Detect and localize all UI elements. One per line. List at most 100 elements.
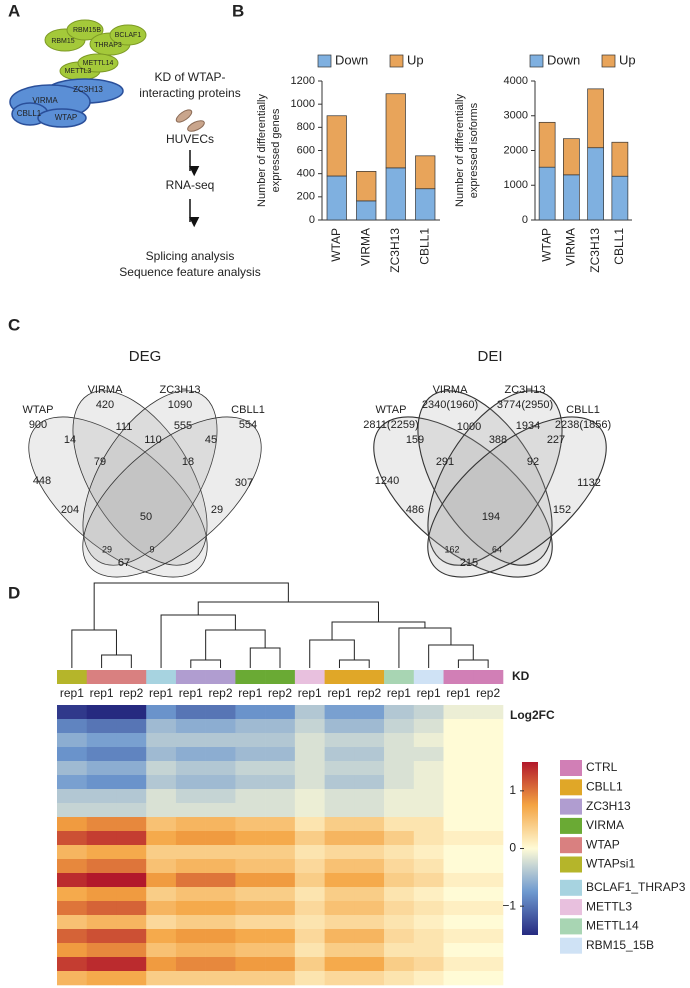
heatmap-cell	[116, 971, 147, 986]
y-axis-label: expressed genes	[270, 108, 282, 192]
heatmap-cell	[384, 901, 415, 916]
heatmap-cell	[235, 901, 266, 916]
heatmap-cell	[413, 901, 444, 916]
heatmap-cell	[146, 887, 177, 902]
heatmap-cell	[443, 943, 474, 958]
heatmap-cell	[146, 803, 177, 818]
kd-color-bar	[443, 670, 474, 684]
heatmap-cell	[265, 733, 296, 748]
heatmap-cell	[265, 929, 296, 944]
heatmap-cell	[443, 859, 474, 874]
x-tick-label: CBLL1	[417, 228, 431, 265]
heatmap-cell	[265, 943, 296, 958]
column-label: rep1	[179, 686, 203, 700]
heatmap-cell	[57, 845, 88, 860]
heatmap-cell	[235, 859, 266, 874]
heatmap-cell	[324, 761, 355, 776]
heatmap-cell	[443, 915, 474, 930]
protein-label: WTAP	[55, 113, 78, 122]
heatmap-cell	[86, 733, 117, 748]
heatmap-cell	[146, 901, 177, 916]
heatmap-cell	[146, 929, 177, 944]
heatmap-cell	[116, 705, 147, 720]
legend-swatch	[317, 54, 332, 68]
legend-label: WTAP	[586, 837, 620, 851]
protein-label: METTL3	[65, 68, 92, 75]
heatmap-cell	[473, 719, 504, 734]
heatmap-cell	[205, 775, 236, 790]
heatmap-cell	[294, 761, 325, 776]
column-label: rep2	[357, 686, 381, 700]
heatmap-cell	[384, 845, 415, 860]
heatmap-cell	[235, 887, 266, 902]
heatmap-cell	[324, 929, 355, 944]
panel-label: A	[8, 1, 20, 20]
heatmap-cell	[205, 873, 236, 888]
heatmap-cell	[294, 789, 325, 804]
bar-segment	[415, 155, 436, 190]
step-text: Sequence feature analysis	[119, 265, 260, 279]
heatmap-cell	[294, 887, 325, 902]
heatmap-cell	[235, 775, 266, 790]
legend-swatch	[560, 918, 582, 935]
bar-segment	[356, 171, 377, 202]
heatmap-cell	[146, 873, 177, 888]
heatmap-cell	[384, 859, 415, 874]
heatmap-cell	[294, 831, 325, 846]
heatmap-cell	[324, 719, 355, 734]
heatmap-cell	[354, 887, 385, 902]
heatmap-cell	[384, 873, 415, 888]
heatmap-cell	[205, 831, 236, 846]
heatmap-cell	[205, 733, 236, 748]
legend-label: CBLL1	[586, 779, 623, 793]
heatmap-cell	[175, 845, 206, 860]
kd-color-bar	[235, 670, 266, 684]
dendrogram-branch	[71, 629, 117, 668]
step-text: RNA-seq	[166, 178, 215, 192]
heatmap-cell	[413, 859, 444, 874]
legend-label: METTL14	[586, 919, 639, 933]
y-tick-label: 3000	[504, 110, 528, 122]
heatmap-cell	[324, 887, 355, 902]
heatmap-cell	[443, 831, 474, 846]
protein-label: CBLL1	[17, 109, 42, 118]
heatmap-cell	[235, 789, 266, 804]
heatmap-cell	[235, 971, 266, 986]
heatmap-cell	[86, 859, 117, 874]
heatmap-cell	[205, 971, 236, 986]
heatmap-cell	[235, 705, 266, 720]
kd-color-bar	[265, 670, 296, 684]
region-count: 50	[140, 511, 152, 523]
heatmap-cell	[205, 957, 236, 972]
bar-segment	[326, 175, 347, 221]
protein-label: ZC3H13	[73, 85, 103, 94]
region-count: 67	[118, 557, 130, 569]
heatmap-cell	[235, 943, 266, 958]
heatmap-cell	[413, 943, 444, 958]
x-tick-label: ZC3H13	[588, 228, 602, 273]
column-label: rep1	[417, 686, 441, 700]
heatmap-cell	[443, 761, 474, 776]
y-tick-label: 600	[297, 144, 315, 156]
heatmap-cell	[57, 817, 88, 832]
legend-swatch	[560, 879, 582, 896]
heatmap-cell	[384, 971, 415, 986]
region-count: 92	[527, 456, 539, 468]
heatmap-cell	[354, 901, 385, 916]
set-size: 2811(2259)	[363, 419, 418, 431]
legend-label: Down	[547, 52, 580, 67]
heatmap-cell	[384, 719, 415, 734]
heatmap-cell	[86, 831, 117, 846]
set-size: 2340(1960)	[422, 399, 478, 411]
heatmap-cell	[294, 957, 325, 972]
heatmap-cell	[324, 831, 355, 846]
heatmap-cell	[265, 803, 296, 818]
set-size: 420	[96, 399, 114, 411]
heatmap-cell	[413, 747, 444, 762]
heatmap-cell	[57, 873, 88, 888]
heatmap-cell	[57, 971, 88, 986]
heatmap-cell	[175, 859, 206, 874]
y-axis-label: Number of differentially	[256, 94, 268, 207]
heatmap-cell	[324, 915, 355, 930]
venn-title: DEI	[477, 348, 502, 365]
